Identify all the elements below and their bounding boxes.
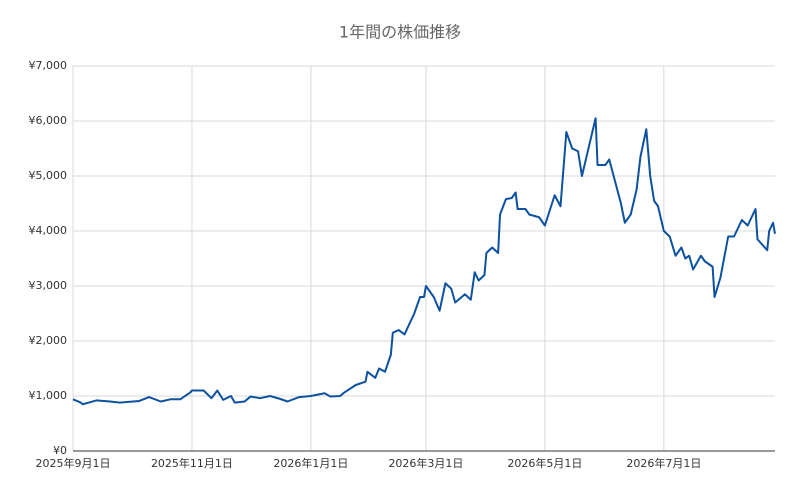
y-tick-label: ¥4,000	[29, 224, 68, 237]
x-tick-label: 2026年1月1日	[273, 456, 348, 470]
y-tick-label: ¥1,000	[29, 389, 68, 402]
x-tick-label: 2025年11月1日	[151, 456, 233, 470]
x-tick-label: 2026年7月1日	[626, 456, 701, 470]
y-tick-label: ¥3,000	[29, 279, 68, 292]
y-tick-label: ¥2,000	[29, 334, 68, 347]
y-tick-label: ¥7,000	[29, 59, 68, 72]
y-tick-label: ¥0	[53, 444, 67, 457]
x-tick-label: 2026年5月1日	[507, 456, 582, 470]
x-tick-label: 2025年9月1日	[36, 456, 111, 470]
y-tick-label: ¥5,000	[29, 169, 68, 182]
y-tick-label: ¥6,000	[29, 114, 68, 127]
chart-title: 1年間の株価推移	[339, 23, 461, 42]
x-tick-label: 2026年3月1日	[388, 456, 463, 470]
line-series	[72, 117, 776, 406]
